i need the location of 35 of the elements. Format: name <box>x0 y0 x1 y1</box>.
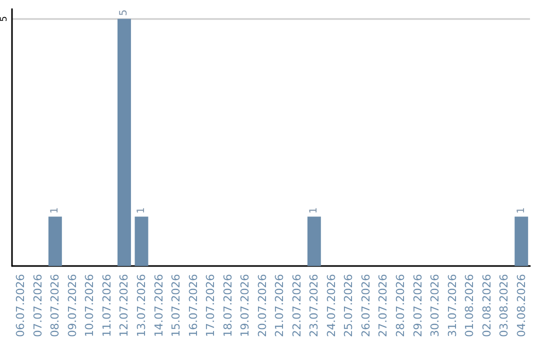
x-tick-label: 04.08.2026 <box>514 274 528 338</box>
x-tick-label: 13.07.2026 <box>135 274 148 338</box>
x-tick-label: 21.07.2026 <box>273 274 286 338</box>
x-tick-label: 26.07.2026 <box>359 274 372 338</box>
x-tick-label: 27.07.2026 <box>376 274 390 338</box>
x-tick-label: 18.07.2026 <box>221 274 234 338</box>
x-tick-label: 23.07.2026 <box>308 274 321 338</box>
x-tick-label: 22.07.2026 <box>290 274 304 338</box>
x-tick-label: 20.07.2026 <box>256 274 269 338</box>
x-tick-label: 02.08.2026 <box>480 274 494 338</box>
x-tick-label: 19.07.2026 <box>238 274 252 338</box>
x-tick-label: 30.07.2026 <box>428 274 442 338</box>
x-tick-label: 15.07.2026 <box>170 274 183 338</box>
x-tick-label: 11.07.2026 <box>100 274 114 338</box>
x-tick-label: 28.07.2026 <box>394 274 407 338</box>
x-tick-label: 03.08.2026 <box>498 274 511 338</box>
x-tick-label: 16.07.2026 <box>186 274 200 338</box>
data-label: 5 <box>118 10 130 16</box>
x-tick-label: 17.07.2026 <box>204 274 218 338</box>
x-tick-label: 08.07.2026 <box>48 274 62 338</box>
data-label: 1 <box>50 207 61 214</box>
x-tick-label: 10.07.2026 <box>83 274 96 338</box>
x-tick-label: 01.08.2026 <box>463 274 476 338</box>
x-tick-label: 29.07.2026 <box>411 274 424 338</box>
data-label: 1 <box>308 207 320 214</box>
x-tick-label: 12.07.2026 <box>118 274 131 338</box>
x-tick-label: 25.07.2026 <box>342 274 356 338</box>
x-tick-label: 06.07.2026 <box>14 274 28 338</box>
x-tick-label: 07.07.2026 <box>31 274 44 338</box>
x-tick-label: 31.07.2026 <box>446 274 459 338</box>
data-label: 1 <box>136 207 147 214</box>
data-label: 1 <box>516 207 527 214</box>
x-tick-label: 24.07.2026 <box>324 274 338 338</box>
x-tick-label: 09.07.2026 <box>66 274 79 338</box>
x-tick-label: 14.07.2026 <box>152 274 166 338</box>
